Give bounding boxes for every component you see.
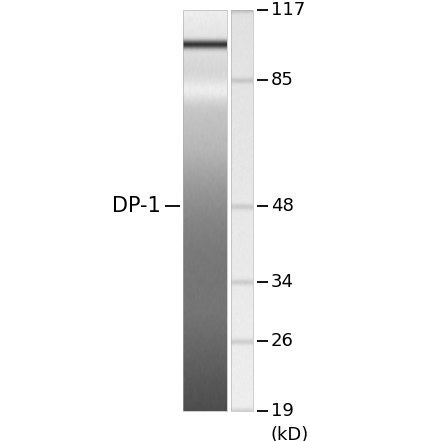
Text: DP-1: DP-1: [112, 196, 161, 216]
Bar: [231, 10, 253, 411]
Text: 19: 19: [271, 402, 293, 419]
Text: 26: 26: [271, 333, 293, 351]
Text: (kD): (kD): [271, 426, 309, 441]
Text: 34: 34: [271, 273, 293, 291]
Text: 48: 48: [271, 197, 293, 215]
Text: 85: 85: [271, 71, 293, 89]
Bar: [183, 10, 227, 411]
Text: 117: 117: [271, 1, 305, 19]
